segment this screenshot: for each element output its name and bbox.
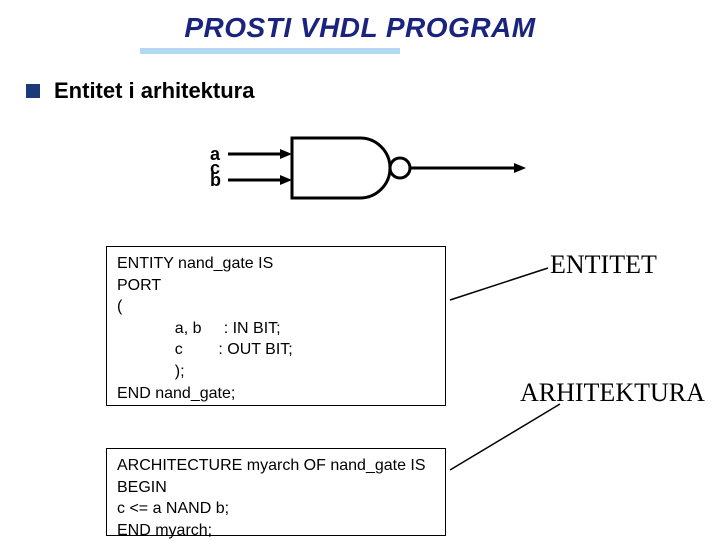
nand-gate-diagram: a b c — [210, 130, 550, 220]
subtitle: Entitet i arhitektura — [54, 78, 254, 104]
architecture-code-box: ARCHITECTURE myarch OF nand_gate IS BEGI… — [106, 448, 446, 536]
gate-output-c-label: c — [210, 158, 220, 179]
slide-title: PROSTI VHDL PROGRAM — [0, 0, 720, 44]
entity-code-box: ENTITY nand_gate IS PORT ( a, b : IN BIT… — [106, 246, 446, 406]
nand-gate-icon — [210, 130, 550, 210]
entitet-label: ENTITET — [550, 250, 657, 280]
bullet-row: Entitet i arhitektura — [26, 78, 720, 104]
arhitektura-label: ARHITEKTURA — [520, 378, 705, 408]
title-underline — [140, 48, 400, 54]
bullet-square-icon — [26, 84, 40, 98]
